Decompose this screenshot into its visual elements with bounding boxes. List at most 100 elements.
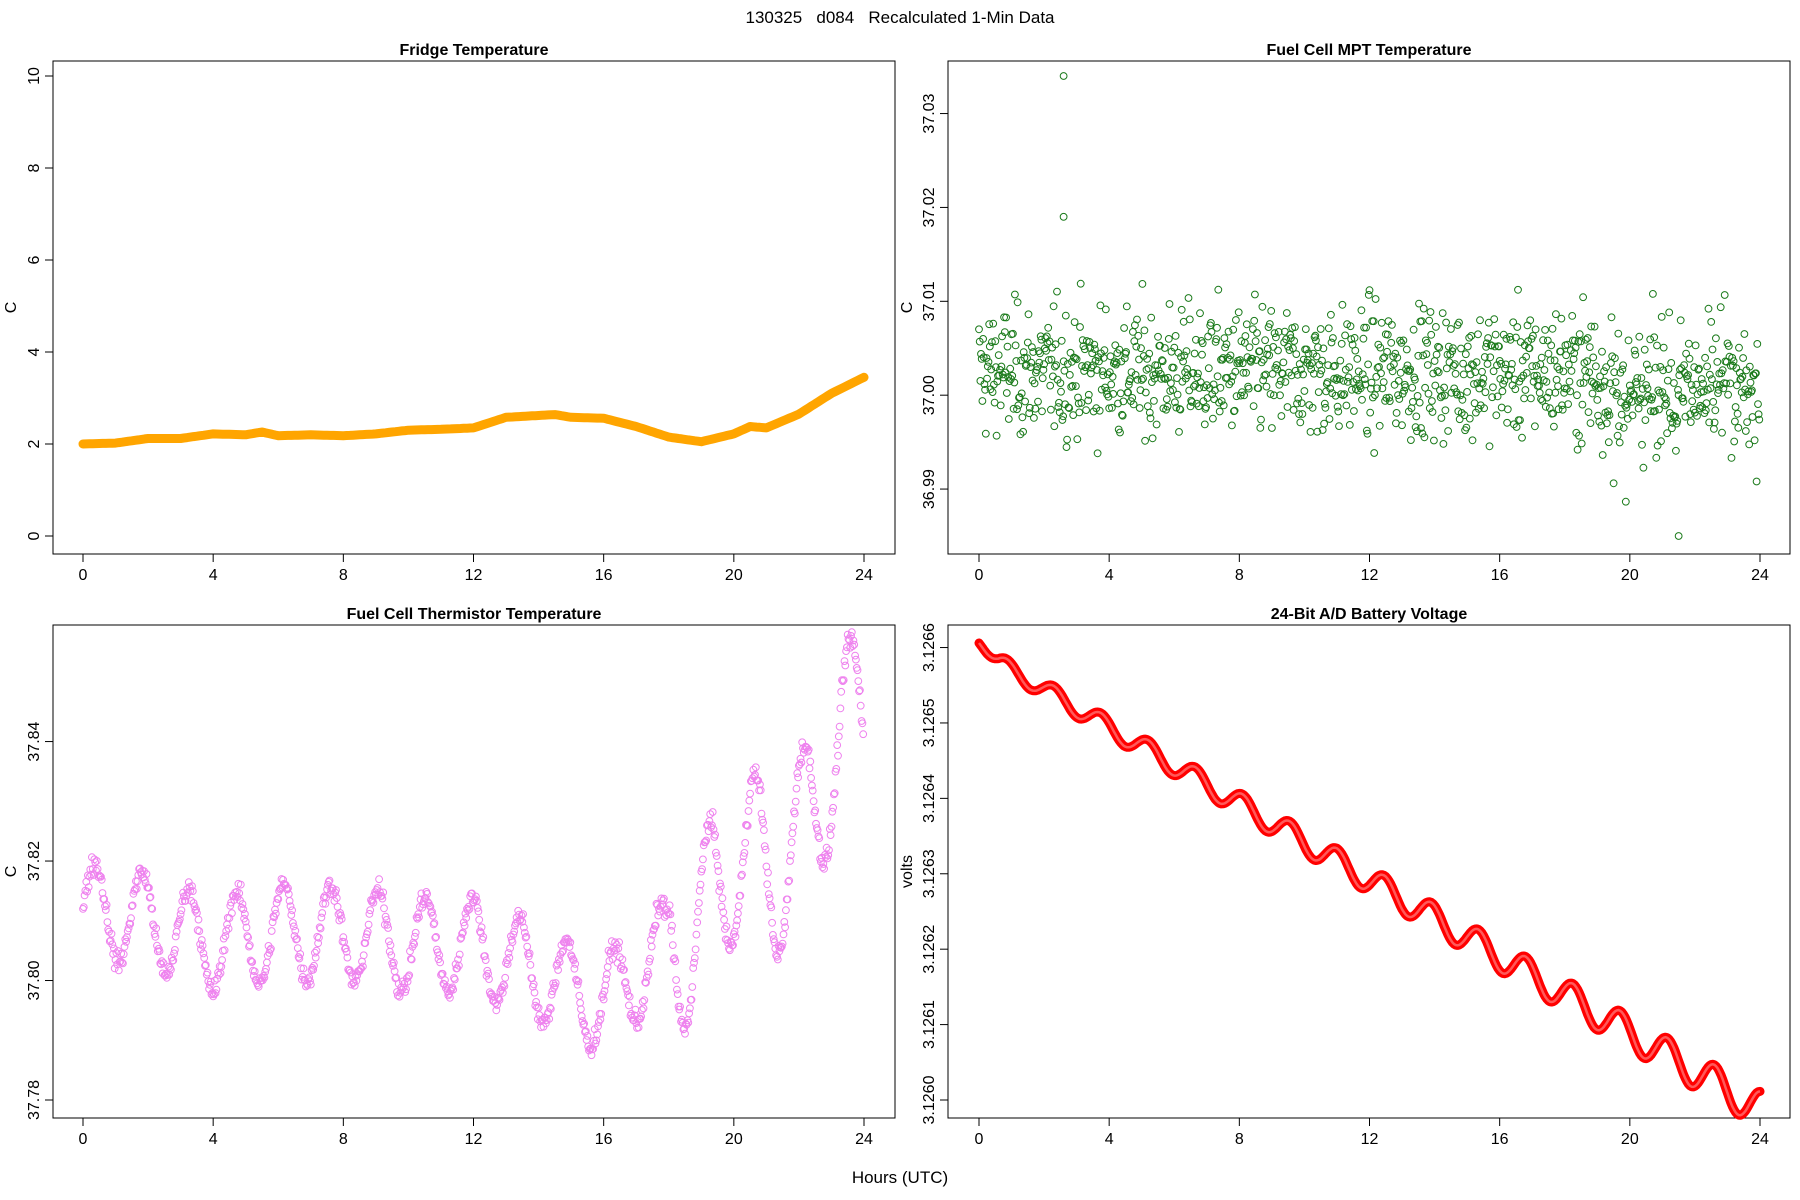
data-point [1175, 405, 1184, 413]
data-point [475, 915, 484, 924]
data-point [1488, 393, 1497, 402]
data-point [1533, 371, 1541, 380]
data-point [394, 979, 403, 988]
data-point [680, 1024, 689, 1033]
data-point [1198, 350, 1206, 359]
data-point [509, 930, 518, 939]
data-point [1251, 337, 1260, 346]
data-point [1063, 435, 1071, 444]
data-point [1426, 308, 1435, 316]
data-point [687, 995, 696, 1004]
data-point [751, 763, 760, 772]
data-point [1072, 355, 1081, 364]
data-point [1358, 395, 1366, 404]
data-point [1650, 333, 1659, 342]
data-point [1008, 371, 1017, 380]
data-point [1190, 382, 1198, 391]
data-point [1111, 341, 1120, 350]
data-point [421, 894, 430, 902]
data-point [1249, 325, 1257, 334]
data-point [1470, 380, 1478, 388]
data-point [1431, 381, 1440, 390]
data-point [577, 1012, 586, 1021]
x-tick-label: 12 [465, 567, 483, 584]
data-point [1417, 424, 1425, 432]
data-point [694, 907, 702, 916]
data-point [1342, 401, 1351, 410]
y-tick-label: 36.99 [921, 469, 938, 509]
data-point [1692, 380, 1701, 389]
data-point [1216, 383, 1225, 392]
data-point [1643, 384, 1652, 393]
data-point [1292, 350, 1301, 359]
data-point [1038, 407, 1046, 416]
data-point [1558, 401, 1566, 410]
data-point [999, 373, 1008, 382]
y-tick-label: 37.00 [921, 375, 938, 415]
data-point [667, 926, 676, 935]
data-point [1225, 355, 1234, 364]
plot-frame [52, 624, 896, 1119]
data-point [1478, 379, 1487, 388]
x-tick-label: 12 [1361, 1131, 1379, 1148]
data-point [858, 719, 867, 728]
data-point [457, 933, 466, 942]
data-point [1353, 355, 1362, 363]
data-point [652, 899, 661, 908]
data-point [1554, 382, 1562, 391]
data-point [1320, 419, 1328, 428]
data-point [1262, 382, 1271, 391]
data-point [1545, 388, 1554, 397]
data-point [1017, 389, 1026, 398]
data-point [709, 825, 718, 834]
data-point [1173, 374, 1181, 383]
data-point [1673, 417, 1682, 425]
data-point [1653, 341, 1661, 350]
data-point [566, 938, 575, 947]
data-point [520, 923, 528, 932]
data-point [769, 935, 778, 944]
data-point [994, 351, 1003, 360]
data-point [1101, 383, 1109, 392]
data-point [171, 946, 179, 954]
data-point [1550, 422, 1558, 431]
data-point [428, 911, 437, 920]
data-point [777, 943, 785, 952]
data-point [785, 876, 794, 885]
data-point [1035, 358, 1044, 367]
data-point [1411, 423, 1420, 432]
data-point [822, 843, 831, 852]
data-point [1372, 372, 1381, 381]
data-point [1093, 366, 1101, 374]
data-point [1739, 354, 1747, 362]
data-point [648, 930, 657, 939]
data-point [1076, 279, 1085, 288]
data-point [265, 949, 274, 957]
data-point [1208, 390, 1217, 399]
data-point [1182, 347, 1191, 356]
data-point [1351, 346, 1360, 355]
data-point [1319, 344, 1328, 353]
data-point [1334, 407, 1343, 416]
data-point [1281, 378, 1290, 386]
data-point [1167, 379, 1175, 388]
data-point [195, 927, 204, 935]
data-point [585, 1046, 593, 1055]
data-point [783, 895, 792, 904]
data-point [839, 676, 848, 684]
data-point [188, 882, 196, 890]
data-point [546, 1005, 555, 1013]
data-point [1733, 409, 1742, 418]
data-point [796, 754, 805, 763]
data-point [1594, 411, 1602, 420]
data-point [826, 831, 835, 839]
data-point [1207, 319, 1215, 327]
data-point [1365, 286, 1374, 295]
data-point [191, 906, 200, 915]
data-point [127, 902, 136, 910]
data-point [1345, 363, 1354, 372]
data-point [808, 781, 816, 790]
data-point [212, 985, 221, 994]
data-point [1754, 410, 1763, 419]
